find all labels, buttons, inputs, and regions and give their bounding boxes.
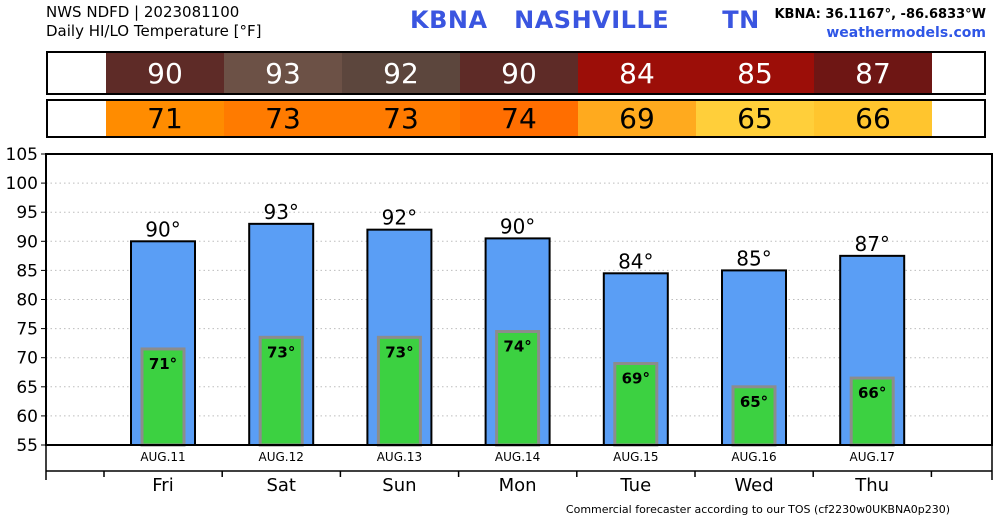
lo-data-label: 71° bbox=[149, 355, 177, 373]
hi-cell-wed: 85 bbox=[696, 53, 814, 93]
lo-data-label: 73° bbox=[267, 343, 295, 361]
day-label: Thu bbox=[854, 475, 889, 496]
lo-cell-sat: 73 bbox=[224, 101, 342, 136]
y-tick-label: 90 bbox=[16, 232, 38, 252]
date-label: AUG.14 bbox=[495, 450, 540, 464]
y-tick-label: 65 bbox=[16, 378, 38, 398]
source-line: NWS NDFD | 2023081100 bbox=[46, 3, 240, 21]
lo-cell-wed: 65 bbox=[696, 101, 814, 136]
hi-data-label: 90° bbox=[145, 217, 180, 241]
site-link[interactable]: weathermodels.com bbox=[826, 25, 986, 41]
hi-data-label: 84° bbox=[618, 249, 653, 273]
lo-data-label: 73° bbox=[385, 343, 413, 361]
hi-data-label: 93° bbox=[263, 200, 298, 224]
y-tick-label: 80 bbox=[16, 291, 38, 311]
y-tick-label: 100 bbox=[6, 174, 38, 194]
station-city: NASHVILLE bbox=[514, 6, 670, 34]
day-label: Mon bbox=[499, 475, 537, 496]
plot-frame bbox=[45, 153, 993, 446]
day-label: Sat bbox=[266, 475, 296, 496]
y-tick-label: 85 bbox=[16, 261, 38, 281]
lo-data-label: 74° bbox=[503, 338, 531, 356]
lo-data-label: 69° bbox=[622, 370, 650, 388]
day-label: Wed bbox=[734, 475, 773, 496]
y-tick-label: 70 bbox=[16, 349, 38, 369]
y-tick-label: 95 bbox=[16, 203, 38, 223]
header-right: KBNA: 36.1167°, -86.6833°W weathermodels… bbox=[774, 5, 986, 43]
chart-subtitle: Daily HI/LO Temperature [°F] bbox=[46, 22, 262, 40]
day-label: Tue bbox=[619, 475, 651, 496]
date-label: AUG.16 bbox=[731, 450, 776, 464]
header-left: NWS NDFD | 2023081100 Daily HI/LO Temper… bbox=[46, 3, 262, 41]
date-label: AUG.11 bbox=[140, 450, 185, 464]
station-coords: KBNA: 36.1167°, -86.6833°W bbox=[774, 7, 986, 22]
hi-data-label: 90° bbox=[500, 214, 535, 238]
hi-cell-sun: 92 bbox=[342, 53, 460, 93]
date-label: AUG.13 bbox=[377, 450, 422, 464]
hi-data-label: 85° bbox=[736, 246, 771, 270]
y-tick-label: 105 bbox=[6, 145, 38, 165]
station-title: KBNA NASHVILLE TN bbox=[410, 6, 760, 34]
day-label: Sun bbox=[382, 475, 416, 496]
date-label: AUG.17 bbox=[850, 450, 895, 464]
station-code: KBNA bbox=[410, 6, 488, 34]
lo-cell-fri: 71 bbox=[106, 101, 224, 136]
lo-cell-tue: 69 bbox=[578, 101, 696, 136]
day-label: Fri bbox=[152, 475, 173, 496]
lo-bar bbox=[849, 376, 895, 447]
hi-cell-mon: 90 bbox=[460, 53, 578, 93]
hi-cell-thu: 87 bbox=[814, 53, 932, 93]
high-temp-band: 90 93 92 90 84 85 87 bbox=[46, 51, 986, 95]
lo-bar bbox=[731, 385, 777, 447]
lo-cell-sun: 73 bbox=[342, 101, 460, 136]
date-label: AUG.15 bbox=[613, 450, 658, 464]
y-tick-label: 60 bbox=[16, 407, 38, 427]
station-state: TN bbox=[722, 6, 760, 34]
hi-cell-sat: 93 bbox=[224, 53, 342, 93]
hi-data-label: 92° bbox=[382, 206, 417, 230]
footer-note: Commercial forecaster according to our T… bbox=[565, 503, 950, 516]
temperature-chart: 55 60 65 70 75 80 85 90 95 100 105 90° 71° 93° 73° 92° 7… bbox=[6, 145, 993, 496]
y-tick-label: 75 bbox=[16, 320, 38, 340]
y-tick-label: 55 bbox=[16, 436, 38, 456]
date-label: AUG.12 bbox=[259, 450, 304, 464]
hi-cell-tue: 84 bbox=[578, 53, 696, 93]
lo-bar bbox=[258, 335, 304, 447]
low-temp-band: 71 73 73 74 69 65 66 bbox=[46, 99, 986, 138]
hi-cell-fri: 90 bbox=[106, 53, 224, 93]
lo-cell-thu: 66 bbox=[814, 101, 932, 136]
hi-data-label: 87° bbox=[854, 232, 889, 256]
lo-data-label: 65° bbox=[740, 393, 768, 411]
lo-cell-mon: 74 bbox=[460, 101, 578, 136]
lo-data-label: 66° bbox=[858, 384, 886, 402]
